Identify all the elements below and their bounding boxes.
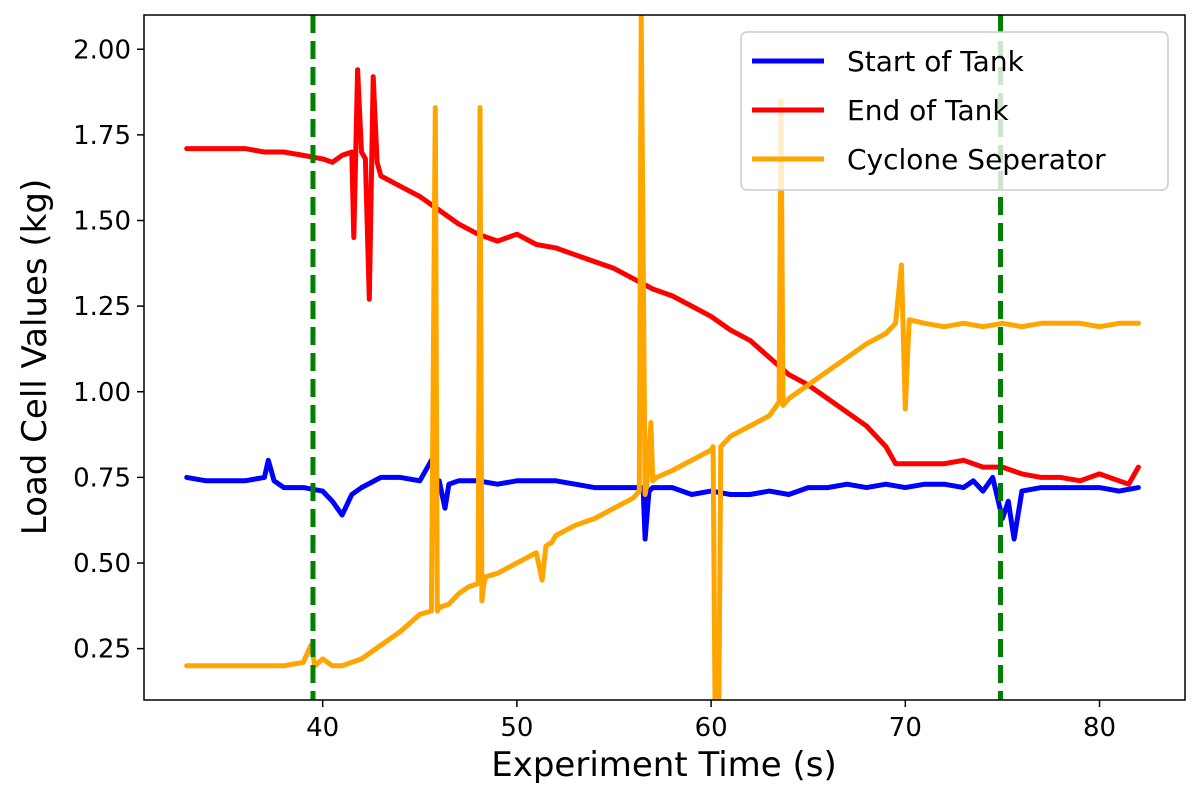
y-tick-label-4: 1.25	[73, 292, 131, 322]
y-tick-label-5: 1.50	[73, 207, 131, 237]
x-axis-ticks: 40 50 60 70 80	[306, 700, 1116, 743]
y-tick-label-3: 1.00	[73, 378, 131, 408]
x-axis-title: Experiment Time (s)	[491, 745, 837, 785]
legend-box	[740, 31, 1169, 191]
y-axis-title: Load Cell Values (kg)	[15, 179, 55, 535]
x-tick-label-1: 50	[500, 713, 533, 743]
y-tick-label-7: 2.00	[73, 35, 131, 65]
x-tick-label-3: 70	[889, 713, 922, 743]
y-tick-label-1: 0.50	[73, 549, 131, 579]
y-axis-ticks: 0.25 0.50 0.75 1.00 1.25 1.50 1.75 2.00	[73, 35, 144, 665]
x-tick-label-0: 40	[306, 713, 339, 743]
series-line-2	[184, 15, 1141, 700]
legend-label-1: End of Tank	[847, 94, 1009, 127]
legend-label-0: Start of Tank	[847, 45, 1025, 78]
legend: Start of Tank End of Tank Cyclone Seperato…	[740, 31, 1169, 191]
x-tick-label-4: 80	[1083, 713, 1116, 743]
y-tick-label-6: 1.75	[73, 121, 131, 151]
y-tick-label-2: 0.75	[73, 463, 131, 493]
legend-label-2: Cyclone Seperator	[847, 143, 1106, 176]
y-tick-label-0: 0.25	[73, 635, 131, 665]
series-line-1	[184, 67, 1141, 487]
x-tick-label-2: 60	[695, 713, 728, 743]
plot-frame	[143, 14, 1186, 701]
